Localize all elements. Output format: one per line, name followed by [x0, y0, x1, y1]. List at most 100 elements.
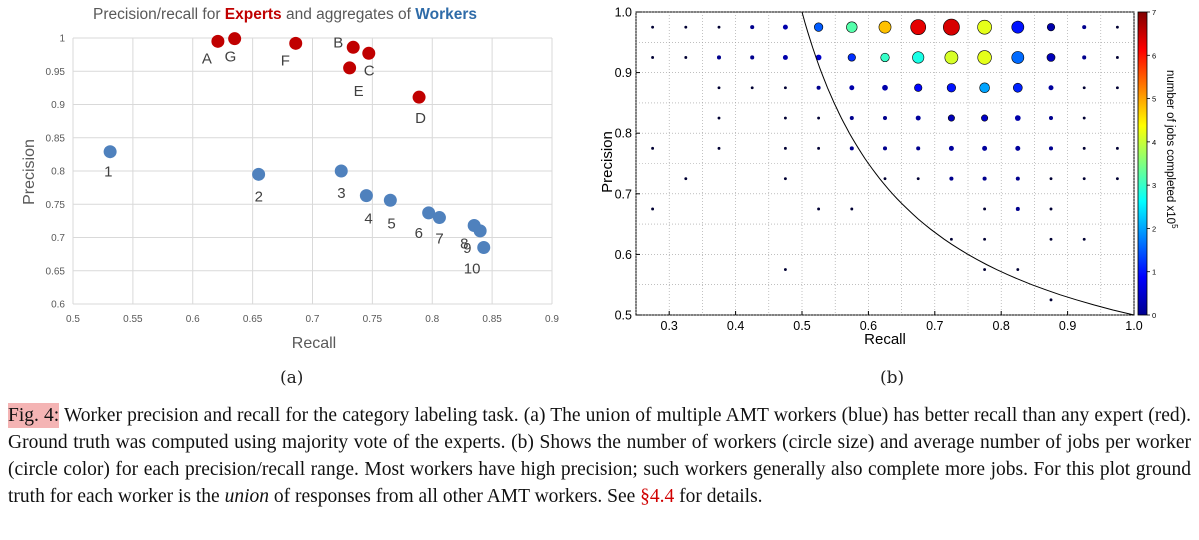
worker-bin-circle [1016, 268, 1020, 271]
worker-point-5 [383, 193, 397, 207]
worker-bin-circle [783, 86, 787, 90]
chart-a-x-tick-label: 0.65 [243, 314, 263, 325]
caption-figure-number: Fig. 4: [8, 403, 60, 428]
worker-bin-circle [943, 18, 960, 36]
worker-point-7 [432, 211, 446, 225]
worker-bin-circle [717, 146, 721, 150]
worker-bin-circle [1049, 237, 1053, 241]
worker-bin-circle [814, 22, 824, 32]
chart-a-gridlines [72, 37, 553, 305]
chart-a-y-tick-label: 0.7 [51, 233, 65, 244]
chart-b-y-tick-label: 0.6 [615, 248, 632, 262]
worker-bin-circle [1082, 25, 1087, 30]
worker-point-1 [103, 145, 117, 159]
worker-bin-circle [849, 116, 854, 121]
worker-bin-circle [1082, 55, 1087, 60]
chart-a-y-tick-label: 0.9 [51, 100, 65, 111]
chart-a: Precision/recall for Experts and aggrega… [21, 6, 559, 352]
chart-b-y-tick-label: 1.0 [615, 6, 632, 20]
worker-point-4 [359, 189, 373, 203]
worker-bin-circle [850, 207, 854, 211]
worker-bin-circle [944, 50, 959, 65]
chart-b-x-tick-label: 0.6 [860, 319, 877, 333]
chart-a-x-axis-label: Recall [292, 335, 336, 352]
subfigure-label-a: (a) [280, 368, 304, 388]
worker-bin-circle [916, 146, 921, 151]
chart-b-y-tick-label: 0.8 [615, 127, 632, 141]
caption-section-link[interactable]: §4.4 [640, 486, 675, 507]
worker-bin-circle [949, 176, 954, 181]
colorbar-tick-label: 5 [1152, 95, 1156, 104]
chart-a-x-tick-label: 0.7 [306, 314, 320, 325]
colorbar-tick-label: 4 [1152, 138, 1156, 147]
worker-bin-circle [1082, 146, 1086, 150]
worker-bin-circle [914, 83, 923, 92]
chart-b-y-tick-labels: 0.5 0.6 0.7 0.8 0.9 1.0 [615, 6, 640, 323]
chart-a-x-tick-label: 0.6 [186, 314, 200, 325]
worker-bin-circle [910, 19, 927, 36]
worker-bin-circle [1015, 176, 1020, 181]
chart-b-y-tick-label: 0.7 [615, 187, 632, 201]
worker-bin-circle [979, 82, 990, 94]
worker-bin-circle [1082, 116, 1086, 120]
worker-bin-circle [750, 25, 755, 30]
worker-bin-circle [947, 114, 955, 122]
worker-bin-circle [977, 19, 992, 35]
chart-a-x-tick-label: 0.85 [482, 314, 502, 325]
worker-bin-circle [1015, 206, 1020, 211]
chart-b-points [651, 18, 1119, 302]
worker-bin-circle [1049, 207, 1053, 211]
worker-bin-circle [750, 55, 755, 60]
worker-point-label: 7 [435, 231, 443, 248]
worker-bin-circle [1115, 86, 1119, 90]
worker-point-3 [334, 164, 348, 178]
chart-b-gridlines [635, 11, 1135, 316]
chart-b-x-tick-labels: 0.3 0.4 0.5 0.6 0.7 0.8 0.9 1.0 [661, 311, 1143, 333]
expert-point-F [289, 36, 303, 50]
worker-bin-circle [684, 177, 688, 181]
worker-bin-circle [1048, 85, 1054, 91]
chart-a-title: Precision/recall for Experts and aggrega… [93, 6, 477, 23]
expert-point-label: C [364, 62, 375, 79]
colorbar-label: number of jobs completed x105 [1164, 70, 1179, 229]
expert-point-C [362, 46, 376, 60]
chart-b-y-tick-label: 0.9 [615, 66, 632, 80]
chart-a-x-tick-label: 0.9 [545, 314, 559, 325]
expert-point-label: A [202, 50, 212, 67]
chart-b-x-tick-label: 0.4 [727, 319, 744, 333]
chart-a-y-tick-label: 0.85 [46, 133, 66, 144]
chart-b-x-tick-label: 0.8 [993, 319, 1010, 333]
chart-b-x-axis-label: Recall [864, 331, 906, 348]
worker-point-label: 9 [463, 240, 471, 257]
worker-bin-circle [1046, 23, 1056, 32]
worker-bin-circle [1049, 298, 1053, 302]
worker-point-label: 4 [364, 211, 372, 228]
chart-a-y-axis-label: Precision [21, 139, 38, 205]
expert-point-A [211, 34, 225, 48]
chart-a-points: A G F B CE D 1 2 3 4 5 6 7 89 10 [103, 32, 491, 277]
worker-bin-circle [977, 50, 992, 65]
worker-point-6 [422, 206, 436, 220]
worker-bin-circle [817, 116, 821, 120]
worker-bin-circle [783, 116, 787, 120]
expert-point-label: F [281, 52, 290, 69]
worker-point-9 [473, 224, 487, 238]
worker-bin-circle [982, 176, 987, 181]
chart-a-x-tick-label: 0.55 [123, 314, 143, 325]
chart-b-x-tick-label: 0.5 [793, 319, 810, 333]
worker-point-label: 5 [387, 215, 395, 232]
worker-bin-circle [651, 25, 655, 29]
worker-bin-circle [846, 21, 858, 33]
worker-bin-circle [1048, 116, 1054, 121]
worker-bin-circle [783, 146, 787, 150]
figure-caption: Fig. 4: Worker precision and recall for … [8, 402, 1191, 510]
worker-bin-circle [684, 25, 688, 29]
caption-text: of responses from all other AMT workers.… [269, 486, 641, 507]
caption-text: for details. [674, 486, 763, 507]
worker-bin-circle [983, 268, 987, 271]
worker-bin-circle [783, 177, 787, 181]
worker-bin-circle [882, 84, 888, 91]
expert-point-label: B [333, 34, 343, 51]
worker-point-label: 10 [464, 260, 481, 277]
worker-bin-circle [1082, 237, 1086, 241]
